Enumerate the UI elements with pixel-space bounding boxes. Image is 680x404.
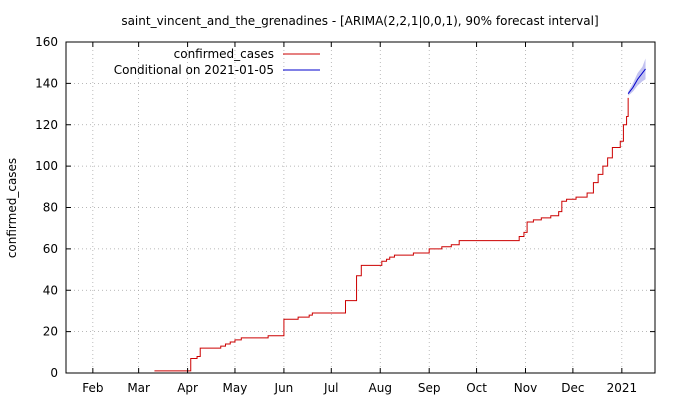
y-tick-label: 120 [35,118,58,132]
y-axis-label: confirmed_cases [5,158,19,258]
forecast-interval-band [628,58,646,96]
legend: confirmed_cases Conditional on 2021-01-05 [114,47,320,77]
x-tick-label: 2021 [607,381,638,395]
series-layer [154,68,646,372]
legend-label-1: Conditional on 2021-01-05 [114,63,274,77]
x-tick-label: Feb [82,381,103,395]
y-tick-label: 140 [35,76,58,90]
x-tick-label: Sep [418,381,441,395]
x-tick-label: Mar [127,381,150,395]
tick-layer: 0 20 40 60 80 100 120 140 160 Feb Mar Apr May Jun Jul A… [35,35,655,395]
y-tick-label: 0 [50,366,58,380]
y-tick-label: 40 [43,283,58,297]
x-tick-label: Oct [466,381,487,395]
x-tick-label: Apr [177,381,198,395]
x-tick-label: Dec [561,381,584,395]
series-line-1 [627,68,646,95]
x-tick-label: Jul [323,381,338,395]
y-tick-label: 100 [35,159,58,173]
x-tick-label: Aug [369,381,392,395]
legend-label-0: confirmed_cases [174,47,274,61]
x-tick-label: Jun [274,381,294,395]
grid-layer [66,42,655,373]
y-tick-label: 20 [43,325,58,339]
y-tick-label: 60 [43,242,58,256]
series-line-0 [154,97,629,372]
y-tick-label: 160 [35,35,58,49]
forecast-band-layer [628,58,646,96]
x-tick-label: Nov [514,381,537,395]
x-tick-label: May [223,381,248,395]
chart-title: saint_vincent_and_the_grenadines - [ARIM… [121,14,598,28]
y-tick-label: 80 [43,201,58,215]
